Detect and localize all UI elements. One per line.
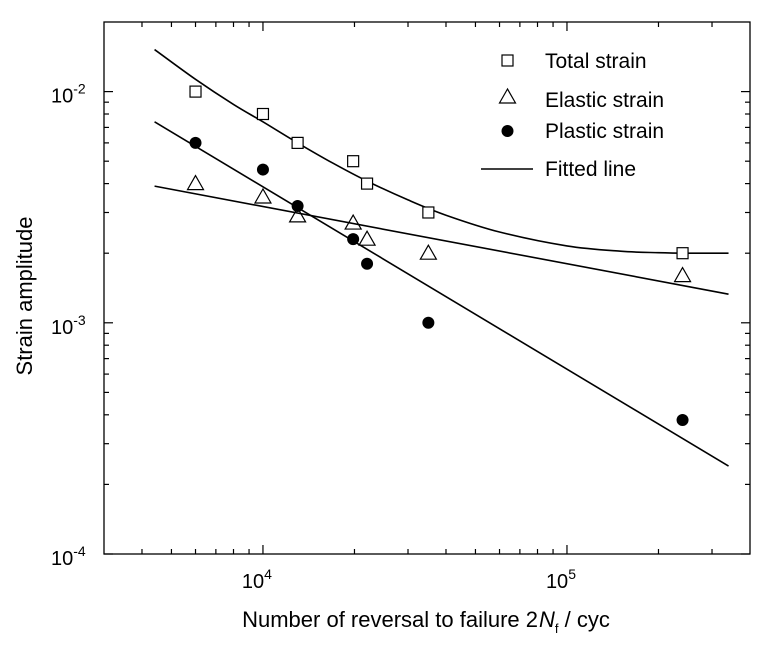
data-point-plastic-strain bbox=[189, 136, 202, 149]
data-point-plastic-strain bbox=[291, 200, 304, 213]
x-axis-title-suffix: / cyc bbox=[559, 607, 610, 632]
x-tick-label: 104 bbox=[242, 566, 272, 593]
legend-marker-total-strain bbox=[501, 54, 514, 67]
y-tick-label-base: 10 bbox=[51, 548, 73, 570]
fitted-line-plastic-strain bbox=[154, 121, 729, 467]
legend-label-elastic-strain: Elastic strain bbox=[545, 89, 664, 112]
y-tick-label: 10-2 bbox=[51, 81, 86, 108]
data-point-plastic-strain bbox=[361, 257, 374, 270]
fitted-line-total-strain bbox=[154, 48, 729, 255]
x-tick-label-exponent: 5 bbox=[568, 566, 576, 582]
data-point-total-strain bbox=[422, 206, 435, 219]
y-tick-label-exponent: -2 bbox=[73, 81, 86, 97]
x-axis-title-italic: N bbox=[539, 607, 555, 632]
legend: Total strain Elastic strain Plastic stra… bbox=[481, 50, 664, 181]
y-tick-label-exponent: -4 bbox=[73, 543, 86, 559]
y-tick-label-base: 10 bbox=[51, 317, 73, 339]
data-point-total-strain bbox=[256, 107, 270, 121]
data-point-elastic-strain bbox=[253, 187, 272, 204]
x-tick-label-exponent: 4 bbox=[264, 566, 272, 582]
data-point-plastic-strain bbox=[676, 413, 689, 426]
data-point-plastic-strain bbox=[422, 316, 435, 329]
y-axis-title: Strain amplitude bbox=[12, 217, 37, 376]
legend-label-plastic-strain: Plastic strain bbox=[545, 120, 664, 143]
data-point-elastic-strain bbox=[419, 243, 438, 260]
legend-label-total-strain: Total strain bbox=[545, 50, 647, 73]
legend-label-fitted-line: Fitted line bbox=[545, 158, 636, 181]
data-point-total-strain bbox=[347, 155, 360, 168]
y-tick-label: 10-4 bbox=[51, 543, 86, 570]
data-point-elastic-strain bbox=[344, 213, 363, 230]
data-point-plastic-strain bbox=[256, 163, 269, 176]
x-tick-label: 105 bbox=[546, 566, 576, 593]
data-point-elastic-strain bbox=[673, 266, 692, 283]
axis-ticks bbox=[104, 22, 750, 555]
data-point-total-strain bbox=[360, 177, 374, 190]
data-point-plastic-strain bbox=[347, 233, 360, 246]
data-point-total-strain bbox=[676, 247, 689, 260]
x-axis-title-prefix: Number of reversal to failure 2 bbox=[242, 607, 538, 632]
legend-marker-plastic-strain bbox=[501, 125, 514, 137]
y-tick-label-exponent: -3 bbox=[73, 312, 86, 328]
data-markers bbox=[186, 85, 692, 426]
y-tick-label: 10-3 bbox=[51, 312, 86, 339]
x-tick-label-base: 10 bbox=[242, 571, 264, 593]
y-tick-label-base: 10 bbox=[51, 86, 73, 108]
x-tick-label-base: 10 bbox=[546, 571, 568, 593]
data-point-elastic-strain bbox=[288, 206, 307, 223]
data-point-total-strain bbox=[189, 85, 202, 98]
fitted-line-elastic-strain bbox=[154, 185, 729, 295]
data-point-elastic-strain bbox=[358, 229, 377, 246]
fitted-lines bbox=[154, 48, 729, 467]
x-axis-title-subscript: f bbox=[555, 621, 559, 636]
legend-marker-elastic-strain bbox=[498, 87, 517, 104]
plot-frame bbox=[103, 21, 751, 555]
x-axis-title: Number of reversal to failure 2Nf / cyc bbox=[242, 607, 610, 636]
data-point-total-strain bbox=[291, 136, 304, 149]
data-point-elastic-strain bbox=[186, 174, 205, 191]
